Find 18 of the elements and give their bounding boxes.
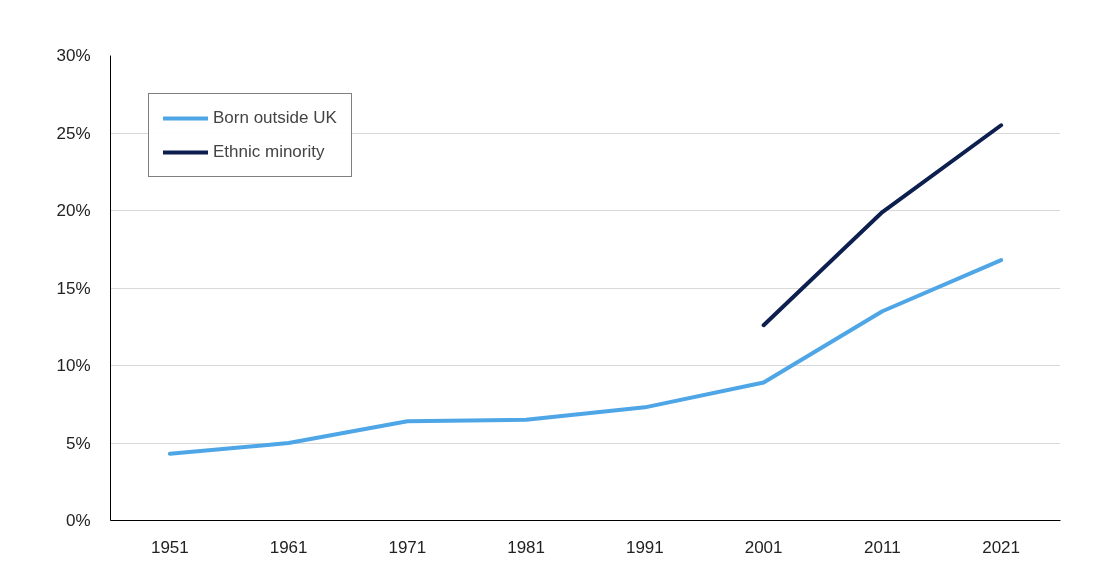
x-tick-label: 1951 [150, 537, 189, 557]
x-tick-label: 1971 [388, 537, 427, 557]
x-tick-label: 1981 [507, 537, 546, 557]
legend-label: Born outside UK [213, 108, 337, 128]
y-tick-label: 20% [56, 201, 91, 220]
y-tick-label: 0% [65, 511, 91, 530]
y-tick-label: 10% [56, 356, 91, 375]
x-tick-label: 1961 [269, 537, 308, 557]
y-tick-label: 25% [56, 123, 91, 143]
x-tick-label: 2001 [744, 537, 783, 557]
line-series [167, 258, 1004, 456]
y-tick-label: 15% [56, 278, 91, 298]
x-tick-label: 2011 [864, 537, 901, 557]
x-tick-label: 2021 [982, 537, 1021, 557]
y-tick-label: 30% [56, 46, 91, 65]
legend-label: Ethnic minority [213, 142, 325, 162]
y-tick-label: 5% [65, 433, 91, 453]
x-tick-label: 1991 [625, 537, 664, 557]
